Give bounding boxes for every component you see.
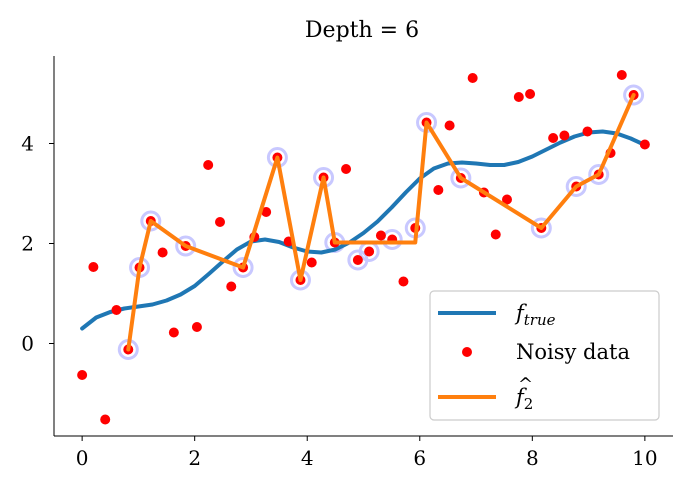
x-tick-label: 2 — [188, 446, 201, 470]
data-point — [307, 258, 317, 268]
data-point — [376, 231, 386, 241]
data-point — [111, 305, 121, 315]
y-tick-label: 0 — [21, 332, 34, 356]
data-point — [548, 133, 558, 143]
data-point — [215, 217, 225, 227]
x-tick-label: 0 — [76, 446, 89, 470]
data-point — [203, 160, 213, 170]
legend-label-main: Noisy data — [516, 340, 630, 364]
data-point — [514, 92, 524, 102]
data-point — [88, 262, 98, 272]
x-tick-label: 10 — [632, 446, 657, 470]
data-point — [468, 73, 478, 83]
data-point — [525, 89, 535, 99]
data-point — [491, 230, 501, 240]
data-point — [559, 131, 569, 141]
data-point — [445, 121, 455, 131]
data-point — [169, 328, 179, 338]
legend-marker-noisy-data — [462, 347, 472, 357]
y-tick-label: 2 — [21, 232, 34, 256]
legend-label: Noisy data — [516, 340, 630, 364]
chart-title: Depth = 6 — [305, 18, 419, 43]
data-point — [433, 185, 443, 195]
data-point — [398, 277, 408, 287]
y-tick-label: 4 — [21, 132, 34, 156]
data-point — [158, 248, 168, 258]
data-point — [192, 322, 202, 332]
data-point — [77, 370, 87, 380]
data-point — [582, 127, 592, 137]
x-tick-label: 6 — [413, 446, 426, 470]
x-tick-label: 8 — [526, 446, 539, 470]
legend-hat-accent: ^ — [518, 374, 533, 395]
legend-label-subscript: 2 — [524, 395, 534, 413]
data-point — [353, 255, 363, 265]
legend-label-subscript: true — [524, 311, 556, 329]
data-point — [640, 140, 650, 150]
data-point — [226, 282, 236, 292]
data-point — [364, 247, 374, 257]
x-tick-label: 4 — [301, 446, 314, 470]
data-point — [341, 164, 351, 174]
data-point — [617, 70, 627, 80]
data-point — [100, 415, 110, 425]
